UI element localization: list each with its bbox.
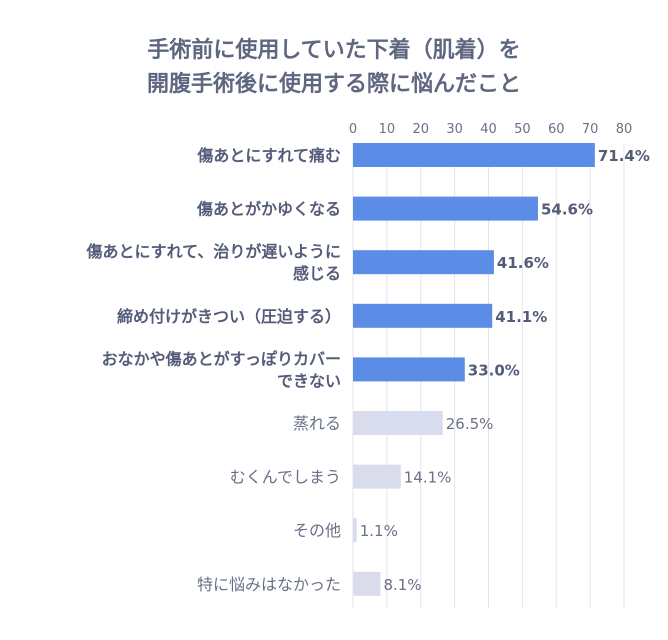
- x-tick-label-10: 10: [379, 122, 396, 137]
- value-label-2: 54.6%: [541, 201, 593, 219]
- chart-title-line-1: 手術前に使用していた下着（肌着）を: [147, 38, 521, 63]
- value-label-1: 71.4%: [598, 147, 650, 165]
- x-tick-label-0: 0: [349, 122, 357, 137]
- x-tick-label-30: 30: [446, 122, 463, 137]
- value-label-9: 8.1%: [383, 576, 421, 594]
- x-tick-label-70: 70: [582, 122, 599, 137]
- x-tick-label-40: 40: [480, 122, 497, 137]
- bar-6: [353, 411, 443, 435]
- value-label-5: 33.0%: [468, 361, 520, 379]
- bar-9: [353, 571, 381, 596]
- category-label-7: むくんでしまう: [230, 468, 341, 487]
- bar-5: [353, 357, 465, 382]
- chart-title: 手術前に使用していた下着（肌着）を 開腹手術後に使用する際に悩んだこと: [0, 34, 668, 102]
- value-label-4: 41.1%: [495, 308, 547, 326]
- value-label-3: 41.6%: [497, 254, 549, 272]
- category-label-3-line-2: 感じる: [293, 264, 341, 283]
- value-label-6: 26.5%: [446, 415, 494, 433]
- category-label-2: 傷あとがかゆくなる: [196, 200, 341, 219]
- category-label-3-line-1: 傷あとにすれて、治りが遅いように: [85, 242, 341, 261]
- chart-title-line-2: 開腹手術後に使用する際に悩んだこと: [146, 72, 521, 97]
- x-tick-label-60: 60: [548, 122, 565, 137]
- bar-1: [353, 143, 595, 167]
- value-label-7: 14.1%: [404, 469, 452, 487]
- x-tick-label-80: 80: [616, 122, 633, 137]
- bar-3: [353, 250, 494, 275]
- category-label-9: 特に悩みはなかった: [197, 575, 341, 594]
- bar-7: [353, 464, 401, 489]
- bar-4: [353, 303, 493, 328]
- x-tick-label-50: 50: [514, 122, 531, 137]
- x-tick-label-20: 20: [412, 122, 429, 137]
- category-label-1: 傷あとにすれて痛む: [196, 146, 341, 165]
- value-label-8: 1.1%: [360, 522, 398, 540]
- category-label-6: 蒸れる: [293, 414, 341, 433]
- category-label-5-line-1: おなかや傷あとがすっぽりカバー: [102, 349, 341, 368]
- bar-2: [353, 196, 538, 221]
- category-label-8: その他: [293, 521, 341, 540]
- category-label-5-line-2: できない: [277, 371, 341, 390]
- bar-8: [353, 518, 357, 543]
- category-label-4: 締め付けがきつい（圧迫する）: [117, 307, 341, 326]
